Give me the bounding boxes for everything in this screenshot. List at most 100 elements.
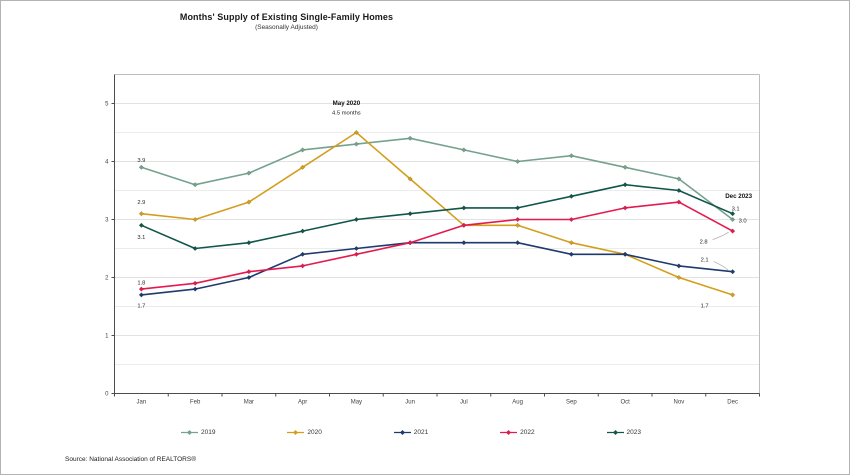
data-point-2023-Dec — [729, 211, 736, 217]
data-point-2022-Jan — [138, 286, 145, 292]
series-markers-2019 — [138, 135, 736, 223]
legend-item-2021: 2021 — [393, 429, 429, 436]
point-label: 1.7 — [701, 303, 709, 309]
data-point-2022-Sep — [568, 216, 575, 223]
legend-label-2021: 2021 — [413, 429, 429, 436]
point-label: 3.1 — [137, 235, 145, 241]
data-point-2023-Sep — [568, 193, 575, 199]
data-point-2019-Aug — [514, 158, 521, 165]
data-point-2021-Feb — [192, 286, 198, 292]
y-axis-label: 0 — [105, 392, 109, 398]
data-point-2020-Nov — [676, 274, 682, 281]
data-point-2022-Nov — [676, 199, 682, 205]
point-label: 1.8 — [137, 281, 145, 287]
data-point-2023-Jul — [461, 205, 467, 211]
data-point-2021-Sep — [568, 251, 575, 257]
x-axis-label: Sep — [566, 400, 577, 406]
legend-swatch-2020 — [287, 430, 305, 435]
point-label: 3.0 — [739, 219, 747, 225]
annotation-title: May 2020 — [333, 100, 361, 107]
data-point-2020-Apr — [299, 164, 306, 170]
data-point-2022-Mar — [246, 269, 252, 275]
series-line-2021 — [141, 241, 733, 296]
series-line-2023 — [141, 183, 733, 250]
data-point-2021-Aug — [514, 240, 521, 246]
data-point-2023-Nov — [676, 187, 682, 194]
gridlines — [114, 103, 760, 365]
legend-item-2019: 2019 — [181, 429, 215, 436]
data-point-2021-Mar — [246, 274, 252, 281]
data-point-2022-May — [353, 251, 360, 257]
legend-label-2020: 2020 — [307, 429, 322, 436]
y-axis-label: 5 — [105, 102, 109, 108]
data-labels: 3.9 2.9 3.1 1.8 1.7 3.1 3.0 2.8 2.1 1.7 — [137, 158, 746, 310]
legend-swatch-2019 — [181, 430, 198, 435]
data-point-2019-Apr — [299, 147, 306, 153]
chart-legend: 2019 2020 2021 2022 2023 — [181, 429, 641, 436]
x-axis-label: Aug — [512, 400, 523, 406]
data-point-2020-Dec — [729, 292, 736, 298]
data-point-2021-Dec — [729, 269, 736, 275]
data-point-2022-Apr — [299, 263, 306, 269]
data-point-2019-May — [353, 141, 360, 147]
source-note: Source: National Association of REALTORS… — [65, 456, 196, 463]
x-axis-label: Jan — [137, 400, 147, 406]
data-point-2019-Jun — [407, 135, 413, 141]
data-point-2023-May — [353, 216, 360, 223]
data-point-2019-Mar — [246, 170, 252, 176]
data-point-2022-Jun — [407, 240, 413, 246]
x-axis-label: Oct — [620, 400, 630, 406]
data-point-2019-Nov — [676, 176, 682, 182]
y-axis-label: 4 — [105, 160, 109, 166]
data-point-2021-Nov — [676, 263, 682, 269]
x-axis-label: Mar — [244, 400, 254, 406]
data-point-2019-Dec — [729, 216, 736, 223]
legend-label-2019: 2019 — [201, 429, 216, 436]
series-line-2020 — [141, 131, 733, 296]
data-point-2021-May — [353, 245, 360, 252]
x-axis-label: Apr — [298, 400, 307, 406]
data-point-2023-Aug — [514, 205, 521, 211]
x-axis-label: Jul — [460, 400, 468, 406]
data-point-2023-Mar — [246, 240, 252, 246]
data-point-2022-Dec — [729, 228, 736, 234]
data-point-2022-Feb — [192, 280, 198, 286]
legend-item-2022: 2022 — [500, 429, 535, 436]
legend-item-2023: 2023 — [606, 429, 641, 436]
point-label: 2.8 — [700, 240, 708, 246]
label-leader — [713, 261, 729, 271]
data-point-2020-Feb — [192, 216, 198, 223]
data-point-2022-Oct — [622, 205, 628, 211]
x-axis-label: Nov — [674, 400, 685, 406]
data-point-2023-Apr — [299, 228, 306, 234]
data-point-2019-Jul — [461, 147, 467, 153]
data-point-2020-Jun — [407, 176, 413, 182]
data-point-2019-Feb — [192, 182, 198, 188]
series-line-2022 — [141, 201, 734, 290]
data-point-2021-Oct — [622, 251, 628, 257]
series-markers-2022 — [138, 199, 736, 292]
data-point-2023-Feb — [192, 245, 198, 252]
data-point-2020-Jan — [138, 211, 145, 217]
y-axis-label: 3 — [105, 218, 109, 224]
point-label: 3.1 — [732, 206, 740, 212]
data-point-2019-Oct — [622, 164, 628, 170]
data-point-2022-Aug — [514, 216, 521, 223]
x-axis-label: May — [351, 400, 362, 406]
data-point-2021-Jul — [461, 240, 467, 246]
data-point-2021-Jan — [138, 292, 145, 298]
x-axis-label: Feb — [190, 400, 201, 406]
legend-swatch-2021 — [393, 430, 411, 435]
x-axis-label: Dec — [727, 400, 738, 406]
data-point-2021-Apr — [299, 251, 306, 257]
annotation-sub: 4.5 months — [332, 111, 361, 117]
chart-subtitle: (Seasonally Adjusted) — [255, 24, 318, 31]
legend-item-2020: 2020 — [287, 429, 322, 436]
data-point-2022-Jul — [461, 222, 467, 228]
chart-title: Months' Supply of Existing Single-Family… — [179, 12, 394, 22]
point-label: 2.9 — [137, 200, 145, 206]
series-markers-2023 — [138, 182, 736, 252]
axis-ticks — [111, 103, 760, 397]
